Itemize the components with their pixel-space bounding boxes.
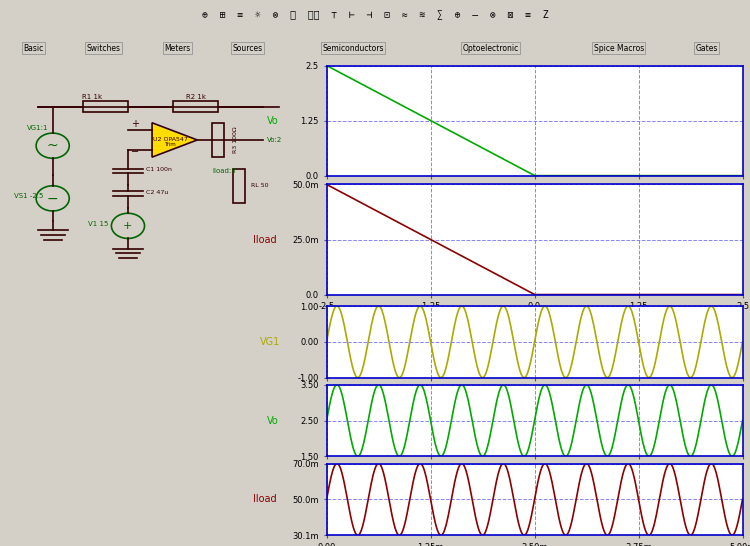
Text: Basic: Basic (24, 44, 44, 52)
Text: ⊕  ⊞  ≡  ☼  ⊗  ∿  ∿∿  ⊤  ⊢  ⊣  ⊡  ≈  ≋  ∑  ⊕  —  ⊗  ⊠  ≡  Z: ⊕ ⊞ ≡ ☼ ⊗ ∿ ∿∿ ⊤ ⊢ ⊣ ⊡ ≈ ≋ ∑ ⊕ — ⊗ ⊠ ≡ Z (202, 10, 548, 20)
Text: RL 50: RL 50 (251, 183, 269, 188)
Bar (173, 101, 218, 112)
Text: Switches: Switches (86, 44, 121, 52)
Text: Optoelectronic: Optoelectronic (462, 44, 519, 52)
Text: VS1 -2.5: VS1 -2.5 (14, 193, 44, 199)
Y-axis label: Iload: Iload (253, 494, 276, 505)
Text: R2 1k: R2 1k (186, 94, 206, 100)
Text: V1 15: V1 15 (88, 221, 108, 227)
X-axis label: Input voltage (V): Input voltage (V) (494, 317, 576, 327)
Text: Iload:3: Iload:3 (212, 168, 236, 174)
Text: Gates: Gates (695, 44, 718, 52)
Text: U2 OPA547: U2 OPA547 (153, 138, 188, 143)
Text: +: + (131, 120, 139, 129)
Text: Trim: Trim (164, 142, 176, 147)
Text: −: − (131, 147, 139, 157)
Text: Spice Macros: Spice Macros (594, 44, 644, 52)
Y-axis label: Vo: Vo (267, 416, 278, 425)
Text: ~: ~ (46, 139, 58, 153)
Text: C1 100n: C1 100n (146, 167, 172, 172)
Bar (212, 123, 224, 157)
Text: −: − (46, 191, 58, 205)
Polygon shape (152, 123, 197, 157)
Text: C2 47u: C2 47u (146, 190, 169, 195)
Text: Semiconductors: Semiconductors (322, 44, 384, 52)
Y-axis label: Vo: Vo (267, 116, 279, 126)
Text: R3 100Ω: R3 100Ω (233, 127, 238, 153)
Text: +: + (123, 221, 133, 231)
Text: Vo:2: Vo:2 (266, 137, 282, 143)
Y-axis label: VG1: VG1 (260, 337, 280, 347)
Bar (233, 169, 245, 203)
Bar (82, 101, 128, 112)
Text: VG1:1: VG1:1 (27, 124, 48, 130)
Text: Meters: Meters (165, 44, 190, 52)
Y-axis label: Iload: Iload (253, 235, 277, 245)
Text: Sources: Sources (232, 44, 262, 52)
Text: R1 1k: R1 1k (82, 94, 102, 100)
